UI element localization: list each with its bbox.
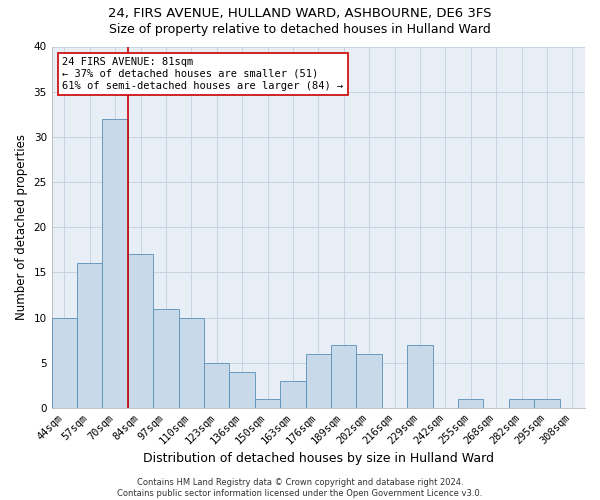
Bar <box>52 318 77 408</box>
Text: 24 FIRS AVENUE: 81sqm
← 37% of detached houses are smaller (51)
61% of semi-deta: 24 FIRS AVENUE: 81sqm ← 37% of detached … <box>62 58 344 90</box>
Bar <box>204 363 229 408</box>
Bar <box>179 318 204 408</box>
Bar <box>509 399 534 408</box>
Bar <box>331 344 356 408</box>
Text: Size of property relative to detached houses in Hulland Ward: Size of property relative to detached ho… <box>109 22 491 36</box>
Y-axis label: Number of detached properties: Number of detached properties <box>15 134 28 320</box>
Bar <box>77 264 103 408</box>
Bar <box>458 399 484 408</box>
Bar <box>407 344 433 408</box>
X-axis label: Distribution of detached houses by size in Hulland Ward: Distribution of detached houses by size … <box>143 452 494 465</box>
Text: Contains HM Land Registry data © Crown copyright and database right 2024.
Contai: Contains HM Land Registry data © Crown c… <box>118 478 482 498</box>
Bar <box>103 119 128 408</box>
Bar <box>153 308 179 408</box>
Bar <box>128 254 153 408</box>
Bar <box>305 354 331 408</box>
Text: 24, FIRS AVENUE, HULLAND WARD, ASHBOURNE, DE6 3FS: 24, FIRS AVENUE, HULLAND WARD, ASHBOURNE… <box>108 8 492 20</box>
Bar <box>280 381 305 408</box>
Bar <box>534 399 560 408</box>
Bar <box>255 399 280 408</box>
Bar <box>229 372 255 408</box>
Bar <box>356 354 382 408</box>
